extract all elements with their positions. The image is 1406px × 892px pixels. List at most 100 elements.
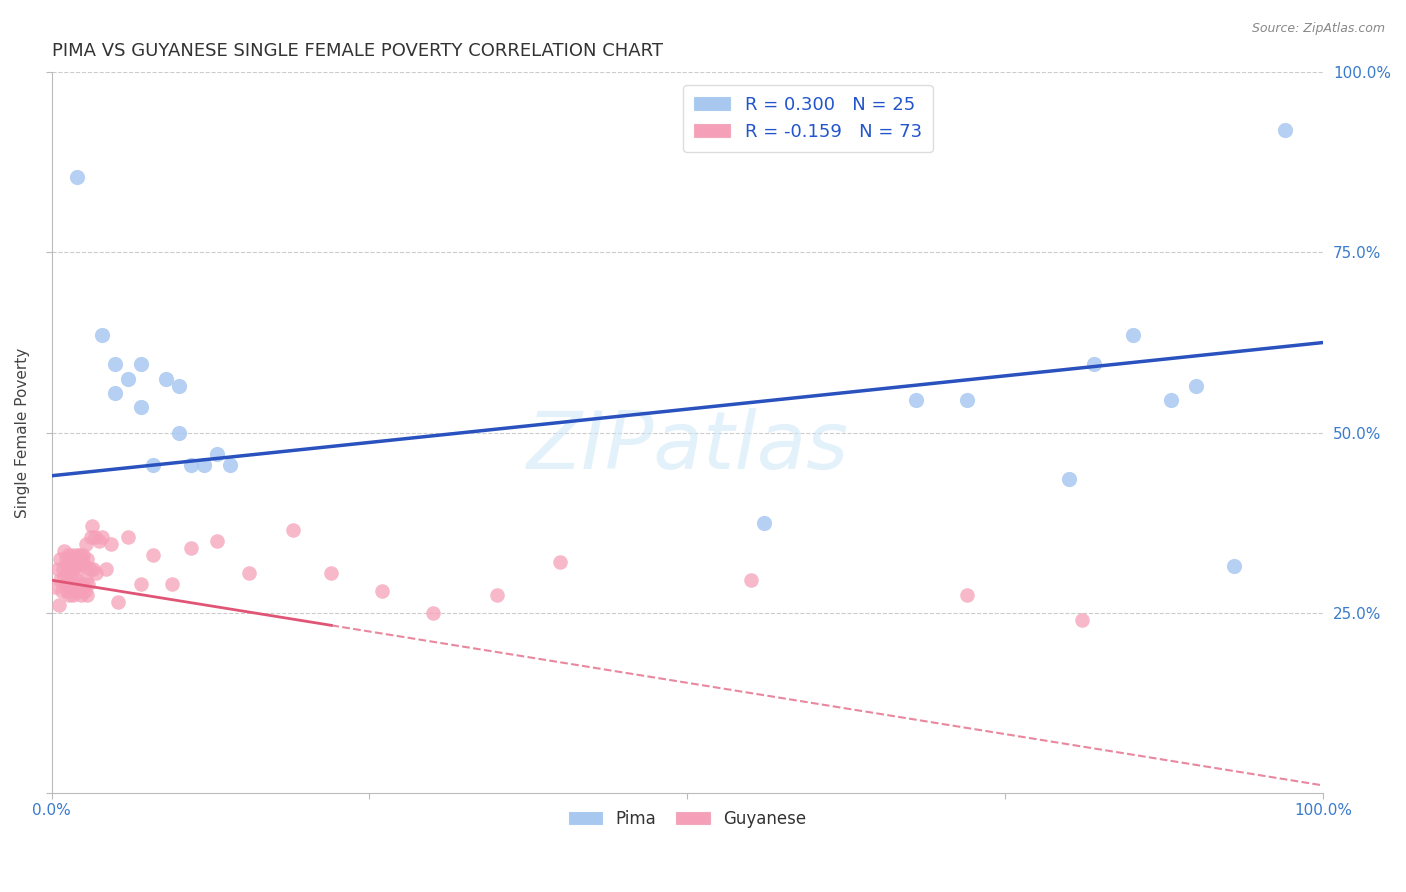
Point xyxy=(905,393,928,408)
Point xyxy=(371,584,394,599)
Point xyxy=(72,548,94,562)
Point xyxy=(51,584,73,599)
Point xyxy=(49,573,72,587)
Point xyxy=(1274,123,1296,137)
Point xyxy=(60,548,83,562)
Point xyxy=(62,562,84,576)
Point xyxy=(72,576,94,591)
Point xyxy=(66,169,89,184)
Point xyxy=(1185,378,1208,392)
Point xyxy=(53,544,76,558)
Point xyxy=(76,551,98,566)
Point xyxy=(66,573,89,587)
Point xyxy=(87,533,110,548)
Point xyxy=(66,548,89,562)
Point xyxy=(740,573,762,587)
Point xyxy=(56,558,79,573)
Point xyxy=(205,533,228,548)
Point xyxy=(142,548,165,562)
Point xyxy=(59,551,82,566)
Point xyxy=(485,588,508,602)
Point xyxy=(167,378,190,392)
Point xyxy=(69,555,91,569)
Point xyxy=(238,566,260,580)
Point xyxy=(58,588,80,602)
Point xyxy=(100,537,122,551)
Point xyxy=(82,562,104,576)
Point xyxy=(129,401,152,415)
Point xyxy=(52,562,75,576)
Point xyxy=(155,371,177,385)
Point xyxy=(1057,472,1080,486)
Point xyxy=(91,328,114,343)
Y-axis label: Single Female Poverty: Single Female Poverty xyxy=(15,347,30,517)
Point xyxy=(117,371,139,385)
Point xyxy=(96,562,118,576)
Point xyxy=(49,551,72,566)
Point xyxy=(321,566,343,580)
Point xyxy=(69,576,91,591)
Point xyxy=(56,573,79,587)
Point xyxy=(180,458,202,472)
Point xyxy=(70,551,93,566)
Text: PIMA VS GUYANESE SINGLE FEMALE POVERTY CORRELATION CHART: PIMA VS GUYANESE SINGLE FEMALE POVERTY C… xyxy=(52,42,662,60)
Point xyxy=(73,584,96,599)
Point xyxy=(55,576,77,591)
Point xyxy=(65,558,87,573)
Point xyxy=(69,588,91,602)
Point xyxy=(56,548,79,562)
Point xyxy=(205,447,228,461)
Point xyxy=(218,458,240,472)
Point xyxy=(48,599,70,613)
Point xyxy=(79,562,101,576)
Point xyxy=(82,519,104,533)
Point xyxy=(548,555,571,569)
Point xyxy=(80,530,103,544)
Point xyxy=(193,458,215,472)
Point xyxy=(91,530,114,544)
Point xyxy=(76,588,98,602)
Point xyxy=(56,584,79,599)
Point xyxy=(1223,558,1246,573)
Point xyxy=(956,393,979,408)
Point xyxy=(59,581,82,595)
Point xyxy=(67,584,90,599)
Point xyxy=(69,548,91,562)
Point xyxy=(142,458,165,472)
Point xyxy=(58,562,80,576)
Point xyxy=(46,562,69,576)
Point xyxy=(75,537,97,551)
Point xyxy=(129,576,152,591)
Point xyxy=(63,551,86,566)
Point xyxy=(167,425,190,440)
Point xyxy=(77,576,100,591)
Point xyxy=(67,562,90,576)
Point xyxy=(283,523,305,537)
Text: ZIPatlas: ZIPatlas xyxy=(526,408,848,486)
Point xyxy=(75,573,97,587)
Point xyxy=(44,581,66,595)
Point xyxy=(1070,613,1092,627)
Point xyxy=(63,576,86,591)
Point xyxy=(83,530,105,544)
Point xyxy=(1121,328,1143,343)
Point xyxy=(53,569,76,583)
Point xyxy=(84,566,107,580)
Point xyxy=(65,584,87,599)
Point xyxy=(1083,357,1105,371)
Point xyxy=(55,551,77,566)
Point xyxy=(752,516,775,530)
Point xyxy=(60,573,83,587)
Point xyxy=(104,386,127,401)
Text: Source: ZipAtlas.com: Source: ZipAtlas.com xyxy=(1251,22,1385,36)
Point xyxy=(129,357,152,371)
Point xyxy=(956,588,979,602)
Point xyxy=(117,530,139,544)
Point xyxy=(73,558,96,573)
Point xyxy=(104,357,127,371)
Point xyxy=(1160,393,1182,408)
Point xyxy=(180,541,202,555)
Point xyxy=(422,606,444,620)
Point xyxy=(107,595,129,609)
Point xyxy=(162,576,184,591)
